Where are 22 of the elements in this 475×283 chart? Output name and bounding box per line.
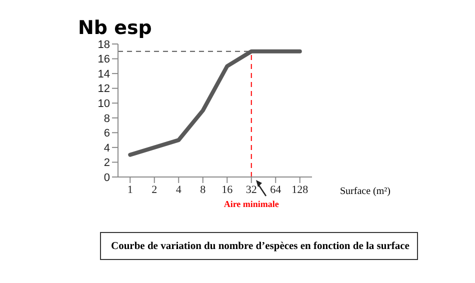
x-tick-label: 2 [152, 184, 158, 196]
y-axis-title: Nb esp [78, 17, 152, 39]
x-tick-label: 8 [200, 184, 206, 196]
y-tick-label: 10 [98, 98, 110, 110]
y-tick-label: 14 [98, 68, 110, 80]
y-tick-label: 2 [104, 157, 110, 170]
x-tick-label: 4 [176, 184, 182, 196]
x-tick-label: 1 [127, 184, 133, 196]
x-axis-title: Surface (m²) [340, 186, 390, 197]
y-tick-label: 8 [104, 112, 110, 125]
y-tick-label: 6 [104, 128, 110, 140]
x-tick-label: 128 [292, 184, 309, 196]
x-tick-label: 64 [270, 184, 282, 196]
text: Courbe de variation du nombre d’espèces en fonction de la surface [111, 240, 410, 252]
x-tick-label: 32 [246, 184, 257, 196]
y-tick-label: 12 [98, 83, 110, 96]
y-tick-label: 16 [98, 54, 110, 66]
y-tick-label: 18 [98, 38, 110, 51]
ref-line-label: Aire minimale [224, 199, 279, 209]
y-tick-label: 0 [104, 172, 110, 184]
x-tick-label: 16 [222, 184, 234, 196]
y-tick-label: 4 [104, 142, 110, 154]
